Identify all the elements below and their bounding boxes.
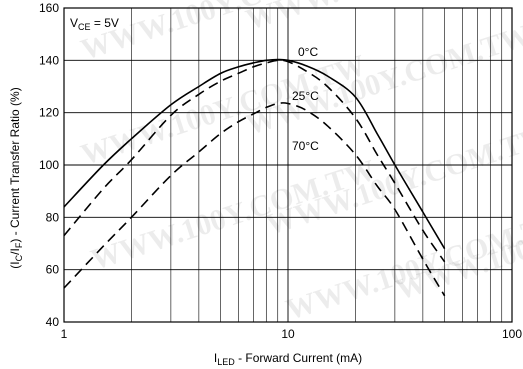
series-label-1: 25°C bbox=[292, 89, 319, 103]
y-axis-title: (IC/IF) - Current Transfer Ratio (%) bbox=[8, 87, 24, 268]
y-tick-label: 140 bbox=[39, 53, 59, 67]
x-tick-label: 10 bbox=[281, 327, 295, 341]
y-tick-label: 40 bbox=[46, 315, 60, 329]
y-tick-label: 80 bbox=[46, 210, 60, 224]
y-tick-label: 120 bbox=[39, 106, 59, 120]
series-label-2: 70°C bbox=[292, 139, 319, 153]
series-line-1 bbox=[63, 59, 446, 263]
y-tick-label: 100 bbox=[39, 158, 59, 172]
series-layer bbox=[63, 58, 446, 297]
x-tick-label: 1 bbox=[61, 327, 68, 341]
series-line-0 bbox=[63, 58, 446, 250]
vce-annotation: VCE = 5V bbox=[70, 16, 119, 32]
x-tick-label: 100 bbox=[502, 327, 522, 341]
watermark-text: WWW.100Y.COM.TW bbox=[242, 0, 523, 37]
x-axis-title: ILED - Forward Current (mA) bbox=[214, 351, 362, 367]
series-label-0: 0°C bbox=[298, 45, 318, 59]
y-tick-label: 160 bbox=[39, 1, 59, 15]
tick-labels: 40 60 80 100 120 140 160 1 10 100 bbox=[39, 1, 522, 341]
y-tick-label: 60 bbox=[46, 263, 60, 277]
plot-frame bbox=[63, 7, 513, 323]
series-line-2 bbox=[63, 102, 446, 297]
labels-layer: 0°C 25°C 70°C bbox=[292, 45, 319, 153]
